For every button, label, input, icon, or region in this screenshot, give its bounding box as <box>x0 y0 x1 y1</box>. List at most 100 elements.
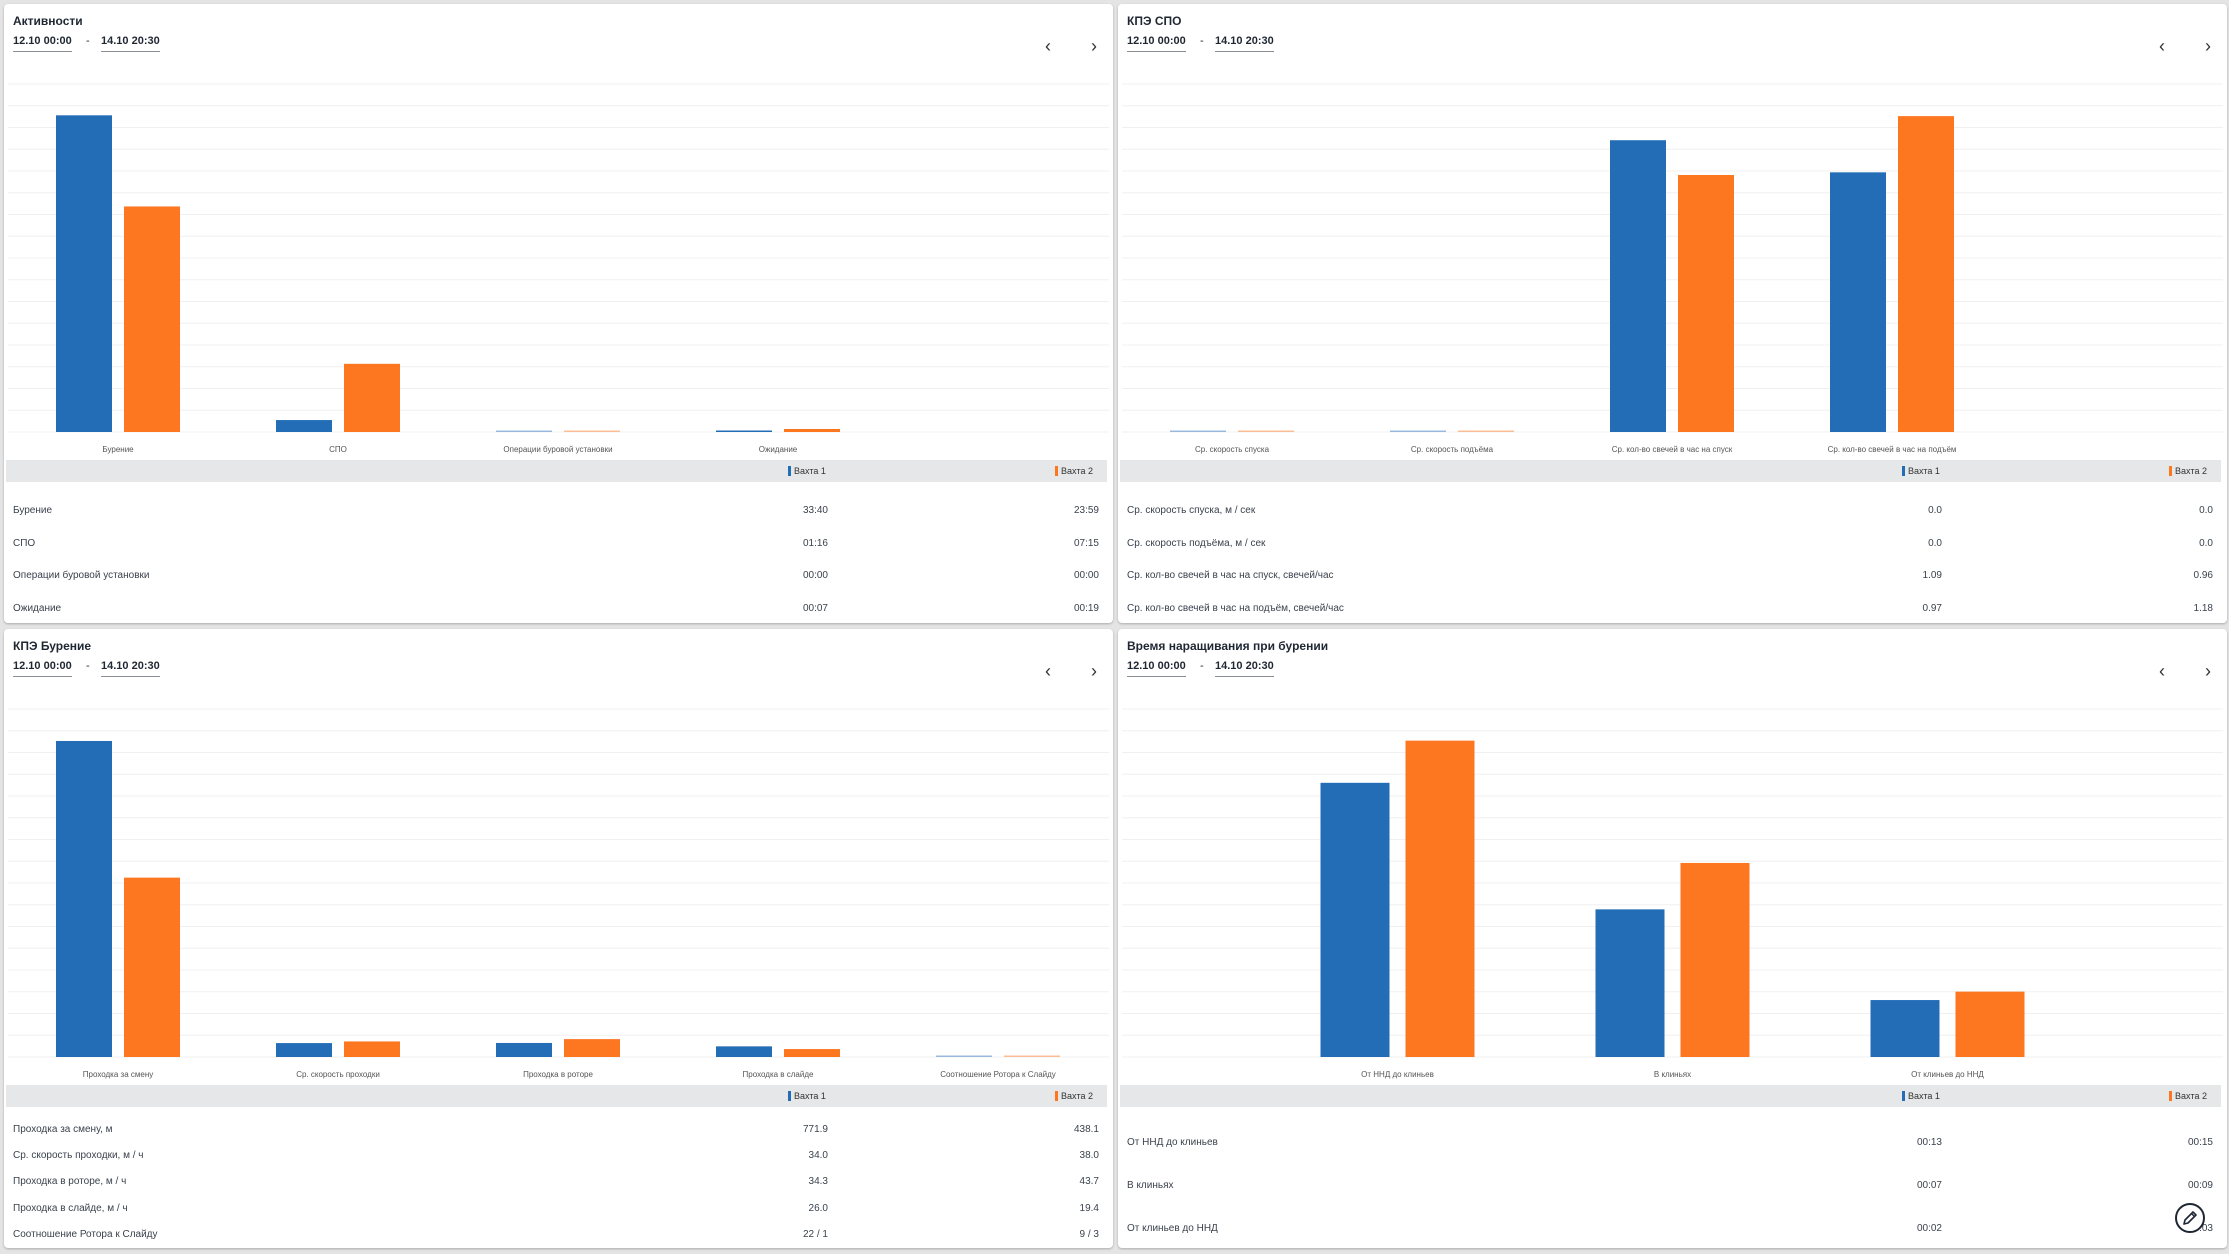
bar-series2[interactable] <box>1680 862 1750 1057</box>
row-value-series2: 07:15 <box>1073 538 1099 549</box>
bar-series2[interactable] <box>1898 116 1954 432</box>
bar-series1[interactable] <box>56 740 112 1057</box>
row-value-series2: 438.1 <box>1073 1124 1099 1135</box>
date-to-field[interactable]: 14.10 20:30 <box>101 35 160 52</box>
chevron-left-icon[interactable]: ‹ <box>2159 661 2165 681</box>
category-label: Ср. кол-во свечей в час на подъём <box>1828 445 1957 454</box>
table-row: От ННД до клиньев 00:13 00:15 <box>1118 1137 2227 1151</box>
bar-series1[interactable] <box>56 115 112 432</box>
row-value-series1: 34.3 <box>808 1176 828 1187</box>
bar-series1[interactable] <box>1320 782 1390 1057</box>
bar-series2[interactable] <box>1238 430 1294 433</box>
date-separator: - <box>86 660 90 672</box>
panel-connection-time: Время наращивания при бурении 12.10 00:0… <box>1118 629 2227 1248</box>
row-value-series2: 9 / 3 <box>1079 1229 1099 1240</box>
category-label: Проходка за смену <box>83 1070 153 1079</box>
summary-table: Бурение 33:40 23:59 СПО 01:16 07:15 Операции… <box>4 490 1113 621</box>
bar-series1[interactable] <box>1830 172 1886 432</box>
bar-series1[interactable] <box>936 1055 992 1058</box>
bar-series1[interactable] <box>716 1046 772 1057</box>
bar-series2[interactable] <box>1405 740 1475 1057</box>
table-row: Бурение 33:40 23:59 <box>4 505 1113 519</box>
row-value-series1: 0.0 <box>1928 538 1942 549</box>
date-from-field[interactable]: 12.10 00:00 <box>13 660 72 677</box>
row-label: Ср. скорость подъёма, м / сек <box>1127 538 1266 549</box>
legend-item-series2[interactable]: Вахта 2 <box>2169 1091 2207 1101</box>
table-row: Проходка в слайде, м / ч 26.0 19.4 <box>4 1203 1113 1217</box>
bar-series2[interactable] <box>124 877 180 1057</box>
date-from-field[interactable]: 12.10 00:00 <box>1127 660 1186 677</box>
bar-series1[interactable] <box>716 430 772 433</box>
chevron-left-icon[interactable]: ‹ <box>1045 36 1051 56</box>
legend-swatch-series1 <box>788 466 791 476</box>
chevron-right-icon[interactable]: › <box>1091 661 1097 681</box>
panel-kpe-spo: КПЭ СПО 12.10 00:00 - 14.10 20:30 ‹ › Ср… <box>1118 4 2227 623</box>
panel-title: Активности <box>13 14 83 28</box>
date-to-field[interactable]: 14.10 20:30 <box>101 660 160 677</box>
panel-kpe-drilling: КПЭ Бурение 12.10 00:00 - 14.10 20:30 ‹ … <box>4 629 1113 1248</box>
panel-title: КПЭ СПО <box>1127 14 1182 28</box>
date-to-field[interactable]: 14.10 20:30 <box>1215 35 1274 52</box>
bar-series1[interactable] <box>496 1042 552 1057</box>
bar-series2[interactable] <box>784 428 840 432</box>
legend-swatch-series2 <box>1055 466 1059 476</box>
chevron-right-icon[interactable]: › <box>2205 661 2211 681</box>
bar-series1[interactable] <box>1170 430 1226 433</box>
bar-series1[interactable] <box>1390 430 1446 433</box>
row-value-series1: 0.0 <box>1928 505 1942 516</box>
chevron-right-icon[interactable]: › <box>1091 36 1097 56</box>
row-value-series2: 0.0 <box>2199 538 2213 549</box>
category-label: Бурение <box>102 445 134 454</box>
table-row: СПО 01:16 07:15 <box>4 538 1113 552</box>
legend-swatch-series1 <box>788 1091 791 1101</box>
row-value-series2: 0.0 <box>2199 505 2213 516</box>
bar-series2[interactable] <box>1955 991 2025 1057</box>
edit-button[interactable] <box>2175 1203 2205 1233</box>
date-to-field[interactable]: 14.10 20:30 <box>1215 660 1274 677</box>
table-row: Ср. скорость проходки, м / ч 34.0 38.0 <box>4 1150 1113 1164</box>
row-value-series1: 26.0 <box>808 1203 828 1214</box>
legend-item-series1[interactable]: Вахта 1 <box>1902 466 1940 476</box>
legend-item-series1[interactable]: Вахта 1 <box>1902 1091 1940 1101</box>
bar-series2[interactable] <box>344 1041 400 1057</box>
bar-series1[interactable] <box>1595 909 1665 1057</box>
category-label: Ожидание <box>759 445 798 454</box>
activities-bar-chart: Бурение СПО Операции буровой установки Ожид… <box>8 83 1109 454</box>
bar-series1[interactable] <box>496 430 552 433</box>
legend-item-series2[interactable]: Вахта 2 <box>1055 466 1093 476</box>
bar-series2[interactable] <box>564 430 620 433</box>
date-from-field[interactable]: 12.10 00:00 <box>1127 35 1186 52</box>
bar-series1[interactable] <box>276 420 332 432</box>
legend-item-series1[interactable]: Вахта 1 <box>788 466 826 476</box>
bar-series1[interactable] <box>276 1043 332 1057</box>
date-from-field[interactable]: 12.10 00:00 <box>13 35 72 52</box>
bar-series2[interactable] <box>1004 1055 1060 1058</box>
summary-table: Ср. скорость спуска, м / сек 0.0 0.0 Ср. с… <box>1118 490 2227 621</box>
row-label: Проходка за смену, м <box>13 1124 113 1135</box>
bar-series2[interactable] <box>564 1039 620 1057</box>
legend-item-series2[interactable]: Вахта 2 <box>2169 466 2207 476</box>
chevron-left-icon[interactable]: ‹ <box>1045 661 1051 681</box>
chevron-right-icon[interactable]: › <box>2205 36 2211 56</box>
row-value-series1: 00:02 <box>1916 1223 1942 1234</box>
row-value-series2: 43.7 <box>1079 1176 1099 1187</box>
row-label: Ср. скорость проходки, м / ч <box>13 1150 144 1161</box>
kpe-drilling-bar-chart: Проходка за смену Ср. скорость проходки Пр… <box>8 708 1109 1079</box>
row-label: СПО <box>13 538 36 549</box>
legend-item-series2[interactable]: Вахта 2 <box>1055 1091 1093 1101</box>
bar-series1[interactable] <box>1870 1000 1940 1057</box>
category-label: Ср. кол-во свечей в час на спуск <box>1612 445 1733 454</box>
bar-series2[interactable] <box>1678 175 1734 432</box>
bar-series2[interactable] <box>1458 430 1514 433</box>
category-label: Операции буровой установки <box>503 445 612 454</box>
bar-series1[interactable] <box>1610 140 1666 432</box>
bar-series2[interactable] <box>784 1049 840 1057</box>
panel-title: Время наращивания при бурении <box>1127 639 1329 653</box>
chevron-left-icon[interactable]: ‹ <box>2159 36 2165 56</box>
bar-series2[interactable] <box>344 363 400 432</box>
legend-swatch-series2 <box>2169 466 2173 476</box>
legend-label-series2: Вахта 2 <box>2175 466 2207 476</box>
bar-series2[interactable] <box>124 206 180 432</box>
chart-legend: Вахта 1 Вахта 2 <box>1120 1085 2221 1107</box>
legend-item-series1[interactable]: Вахта 1 <box>788 1091 826 1101</box>
